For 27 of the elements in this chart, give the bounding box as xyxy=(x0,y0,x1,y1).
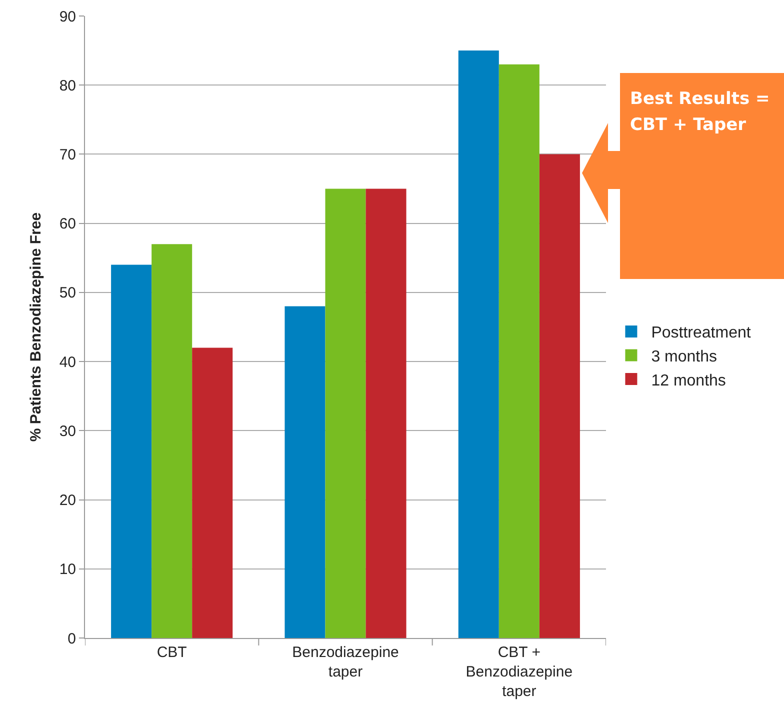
bar xyxy=(498,64,540,638)
y-tick-label: 30 xyxy=(59,422,76,440)
y-tick-label: 10 xyxy=(59,561,76,578)
bar xyxy=(152,244,192,638)
bar xyxy=(366,188,406,638)
y-tick-label: 50 xyxy=(59,284,76,302)
text: Best Results = CBT + Taper xyxy=(630,88,771,137)
y-tick-label: 60 xyxy=(59,216,76,233)
x-tick-label: Benzodiazepine taper xyxy=(292,644,399,680)
y-axis-title: % Patients Benzodiazepine Free xyxy=(28,212,45,442)
y-tick-label: 20 xyxy=(59,492,76,510)
y-tick-label: 40 xyxy=(59,354,76,371)
bar xyxy=(111,264,152,638)
y-tick-label: 90 xyxy=(59,8,76,26)
bar xyxy=(539,154,580,638)
legend-label: Posttreatment xyxy=(651,324,752,342)
bar xyxy=(192,348,233,638)
y-tick-label: 0 xyxy=(68,630,76,648)
bar xyxy=(458,50,499,638)
y-tick-label: 80 xyxy=(59,77,76,94)
bar xyxy=(325,188,366,638)
legend-label: 3 months xyxy=(651,348,718,366)
x-tick-label: CBT xyxy=(156,644,187,661)
bar xyxy=(284,306,326,638)
y-tick-label: 70 xyxy=(59,146,76,164)
x-tick-label: CBT + Benzodiazepine taper xyxy=(466,644,573,700)
legend-label: 12 months xyxy=(651,372,726,390)
